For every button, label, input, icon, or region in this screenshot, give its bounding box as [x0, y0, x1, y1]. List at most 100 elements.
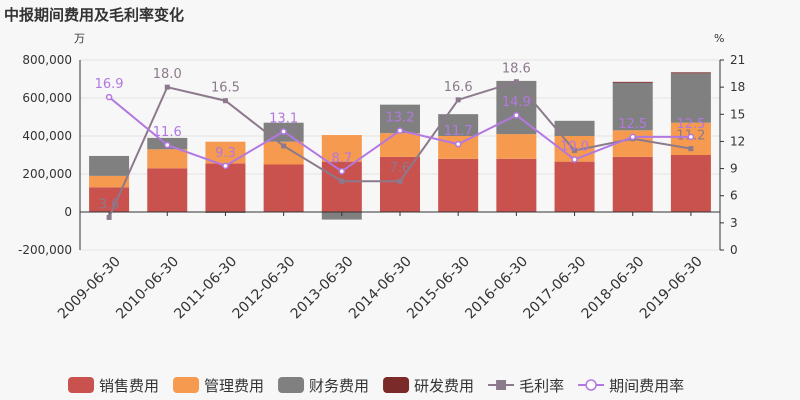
right-tick-label: 12 [730, 134, 745, 148]
line-point [281, 143, 287, 149]
bar-segment [205, 163, 246, 212]
line-point [455, 97, 461, 103]
bar-segment [496, 134, 537, 159]
line-point [338, 168, 346, 175]
data-label: 16.6 [444, 80, 473, 95]
left-axis-unit: 万 [74, 32, 85, 45]
data-label: 10.0 [560, 140, 589, 155]
legend-item[interactable]: 销售费用 [68, 377, 159, 395]
data-label: 3.6 [99, 197, 120, 212]
y-tick-label: -200,000 [18, 243, 72, 257]
line-point [629, 133, 636, 141]
line-point [396, 127, 404, 134]
legend-item[interactable]: 财务费用 [278, 377, 369, 395]
bar-segment [205, 141, 246, 164]
data-label: 18.0 [153, 67, 182, 82]
bar-segment [380, 133, 420, 157]
line-point [571, 156, 578, 163]
bar-segment [438, 158, 479, 212]
bar-segment [670, 72, 711, 74]
bar-segment [612, 81, 653, 83]
legend-item[interactable]: 研发费用 [383, 377, 474, 395]
bar-segment [438, 136, 479, 159]
right-tick-label: 9 [730, 162, 738, 176]
bar-segment [670, 155, 711, 212]
legend-swatch [173, 377, 200, 393]
line-point [513, 111, 520, 119]
bar-segment [147, 149, 188, 169]
line-point [397, 178, 403, 184]
data-label: 18.6 [502, 62, 531, 77]
bar-segment [263, 141, 304, 165]
right-tick-label: 15 [730, 107, 745, 121]
chart-title: 中报期间费用及毛利率变化 [4, 6, 184, 24]
bar-segment [380, 156, 420, 212]
line-point [688, 146, 694, 152]
data-label: 16.9 [95, 77, 124, 92]
data-label: 12.5 [618, 117, 647, 132]
x-tick-label: 2019-06-30 [637, 254, 706, 323]
data-label: 11.7 [444, 124, 473, 139]
bar-segment [263, 164, 304, 212]
line-point [164, 141, 171, 149]
legend: 销售费用 管理费用 财务费用 研发费用 毛利率 期间费用率 [68, 377, 684, 395]
legend-label: 毛利率 [519, 377, 564, 395]
legend-label: 期间费用率 [609, 377, 684, 395]
bar-segment [554, 161, 595, 212]
legend-label: 管理费用 [204, 377, 264, 395]
legend-label: 研发费用 [414, 377, 474, 395]
legend-marker [585, 379, 597, 391]
data-label: 13.1 [269, 111, 298, 126]
y-tick-label: 0 [64, 205, 72, 219]
legend-label: 财务费用 [309, 377, 369, 395]
legend-label: 销售费用 [99, 377, 159, 395]
line-point [687, 133, 695, 141]
right-tick-label: 3 [730, 216, 738, 230]
data-label: 14.9 [502, 95, 531, 110]
lines: 3.618.016.511.57.616.618.611.216.911.69.… [95, 62, 705, 220]
data-label: 8.7 [331, 151, 352, 166]
line-point [106, 214, 112, 220]
line-point [222, 98, 228, 104]
bar-segment [612, 156, 653, 212]
line-point [572, 147, 578, 153]
legend-item[interactable]: 管理费用 [173, 377, 264, 395]
line-point [280, 128, 287, 135]
left-axis: 800,000 600,000 400,000 200,000 0 -200,000 [18, 53, 81, 257]
right-tick-label: 0 [730, 243, 738, 257]
legend-swatch [278, 377, 305, 393]
bar-segment [612, 82, 653, 131]
right-axis: 21 18 15 12 9 6 3 0 [719, 53, 745, 257]
bars [80, 72, 720, 220]
legend-marker [496, 380, 507, 390]
line-point [164, 84, 170, 90]
x-axis: 2009-06-302010-06-302011-06-302012-06-30… [55, 212, 706, 322]
right-axis-unit: % [714, 32, 724, 45]
line-point [513, 79, 519, 85]
data-label: 11.6 [153, 125, 182, 140]
y-tick-label: 600,000 [22, 91, 72, 105]
line-point [105, 93, 113, 101]
bar-segment [147, 168, 188, 212]
right-tick-label: 21 [730, 53, 745, 67]
right-tick-label: 6 [730, 189, 738, 203]
legend-item[interactable]: 期间费用率 [578, 377, 684, 395]
bar-segment [554, 120, 595, 136]
line-point [339, 178, 345, 184]
bar-segment [321, 135, 362, 162]
data-label: 13.2 [386, 111, 415, 126]
line-point [222, 162, 229, 170]
y-tick-label: 400,000 [22, 129, 72, 143]
line-point [454, 140, 462, 148]
legend-item[interactable]: 毛利率 [488, 377, 564, 395]
right-tick-label: 18 [730, 80, 745, 94]
bar-segment [89, 187, 130, 212]
y-tick-label: 200,000 [22, 167, 72, 181]
data-label: 9.3 [215, 146, 236, 161]
data-label: 7.6 [390, 161, 411, 176]
bar-segment [89, 175, 130, 188]
bar-segment [89, 155, 130, 176]
bar-segment [670, 73, 711, 123]
bar-segment [496, 158, 537, 212]
